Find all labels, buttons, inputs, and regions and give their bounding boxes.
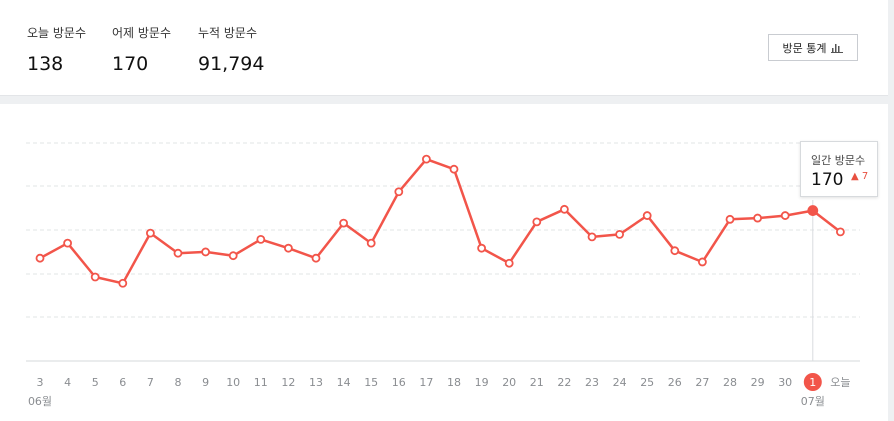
x-tick-label: 7 (147, 376, 154, 389)
today-visits-value: 138 (27, 53, 64, 75)
x-tick-label: 17 (419, 376, 433, 389)
data-point (560, 204, 569, 214)
visit-stats-button[interactable]: 방문 통계 (768, 34, 858, 61)
current-day-badge (803, 373, 822, 391)
chart-tooltip: 일간 방문수 170 ▲ 7 (800, 141, 878, 197)
data-point (504, 258, 514, 268)
yesterday-visits-stat: 어제 방문수 170 (112, 24, 171, 75)
x-tick-label: 8 (175, 376, 182, 389)
data-point (587, 232, 597, 242)
data-point (118, 278, 128, 288)
data-point (283, 243, 293, 253)
x-tick-label: 12 (281, 376, 295, 389)
data-point (228, 251, 238, 261)
data-point (532, 217, 542, 227)
month-label-june: 06월 (28, 395, 52, 408)
yesterday-visits-value: 170 (112, 53, 149, 75)
x-tick-label: 4 (64, 376, 71, 389)
data-point (836, 227, 845, 237)
x-tick-label: 26 (668, 376, 682, 389)
today-visits-stat: 오늘 방문수 138 (27, 24, 86, 75)
x-tick-label: 30 (778, 376, 792, 389)
data-point (90, 272, 100, 282)
x-tick-label: 11 (254, 376, 268, 389)
x-tick-label: 22 (557, 376, 571, 389)
x-tick-label: 오늘 (830, 376, 850, 389)
visit-summary-card: 오늘 방문수 138 어제 방문수 170 누적 방문수 91,794 방문 통… (0, 0, 888, 96)
data-point (670, 246, 680, 256)
tooltip-value: 170 (811, 170, 844, 190)
data-point (201, 247, 211, 257)
data-point (421, 154, 431, 164)
highlighted-data-point (807, 205, 819, 216)
total-visits-label: 누적 방문수 (198, 26, 258, 40)
data-point (145, 228, 155, 238)
x-tick-label: 28 (723, 376, 737, 389)
month-label-july: 07월 (801, 395, 825, 408)
data-point (449, 164, 459, 174)
data-point (339, 218, 349, 228)
data-point (642, 211, 652, 220)
up-triangle-icon: ▲ (851, 171, 859, 182)
data-point (780, 211, 790, 220)
x-tick-label: 3 (37, 376, 44, 389)
tooltip-label: 일간 방문수 (811, 154, 866, 167)
x-tick-label: 19 (475, 376, 489, 389)
x-tick-label: 5 (92, 376, 99, 389)
series-line (39, 157, 842, 285)
x-tick-label: 21 (530, 376, 544, 389)
x-tick-label: 23 (585, 376, 599, 389)
x-tick-label: 6 (119, 376, 126, 389)
x-tick-label: 20 (502, 376, 516, 389)
x-tick-label: 1 (809, 376, 816, 389)
x-tick-label: 15 (364, 376, 378, 389)
tooltip-delta: ▲ 7 (851, 171, 868, 182)
bar-chart-icon (831, 44, 844, 53)
tooltip-delta-value: 7 (861, 171, 869, 182)
data-point (311, 253, 321, 263)
x-tick-label: 14 (337, 376, 351, 389)
data-point (173, 248, 183, 258)
x-tick-label: 13 (309, 376, 323, 389)
x-tick-label: 10 (226, 376, 240, 389)
total-visits-stat: 누적 방문수 91,794 (198, 24, 264, 75)
x-tick-label: 18 (447, 376, 461, 389)
data-point (256, 234, 266, 244)
x-tick-label: 27 (695, 376, 709, 389)
data-point (35, 253, 45, 263)
data-point (477, 243, 487, 253)
data-point (753, 213, 762, 223)
data-point (63, 238, 72, 248)
daily-visits-chart: 3 4 5 6 7 8 9 10 11 12 13 14 15 16 17 18 19 20 21 22 23 24 25 2… (26, 142, 860, 408)
x-tick-label: 25 (640, 376, 654, 389)
data-point (394, 187, 404, 197)
data-point (615, 229, 624, 239)
daily-visits-chart-card: 3 4 5 6 7 8 9 10 11 12 13 14 15 16 17 18 19 20 21 22 23 24 25 2… (0, 104, 888, 421)
x-tick-label: 29 (751, 376, 765, 389)
data-point (725, 214, 735, 224)
today-visits-label: 오늘 방문수 (27, 26, 87, 40)
data-point (698, 257, 707, 267)
visit-stats-button-label: 방문 통계 (782, 41, 827, 55)
yesterday-visits-label: 어제 방문수 (112, 26, 172, 40)
x-tick-label: 24 (613, 376, 627, 389)
x-tick-label: 9 (202, 376, 209, 389)
total-visits-value: 91,794 (198, 53, 265, 75)
data-point (366, 238, 376, 248)
x-tick-label: 16 (392, 376, 406, 389)
